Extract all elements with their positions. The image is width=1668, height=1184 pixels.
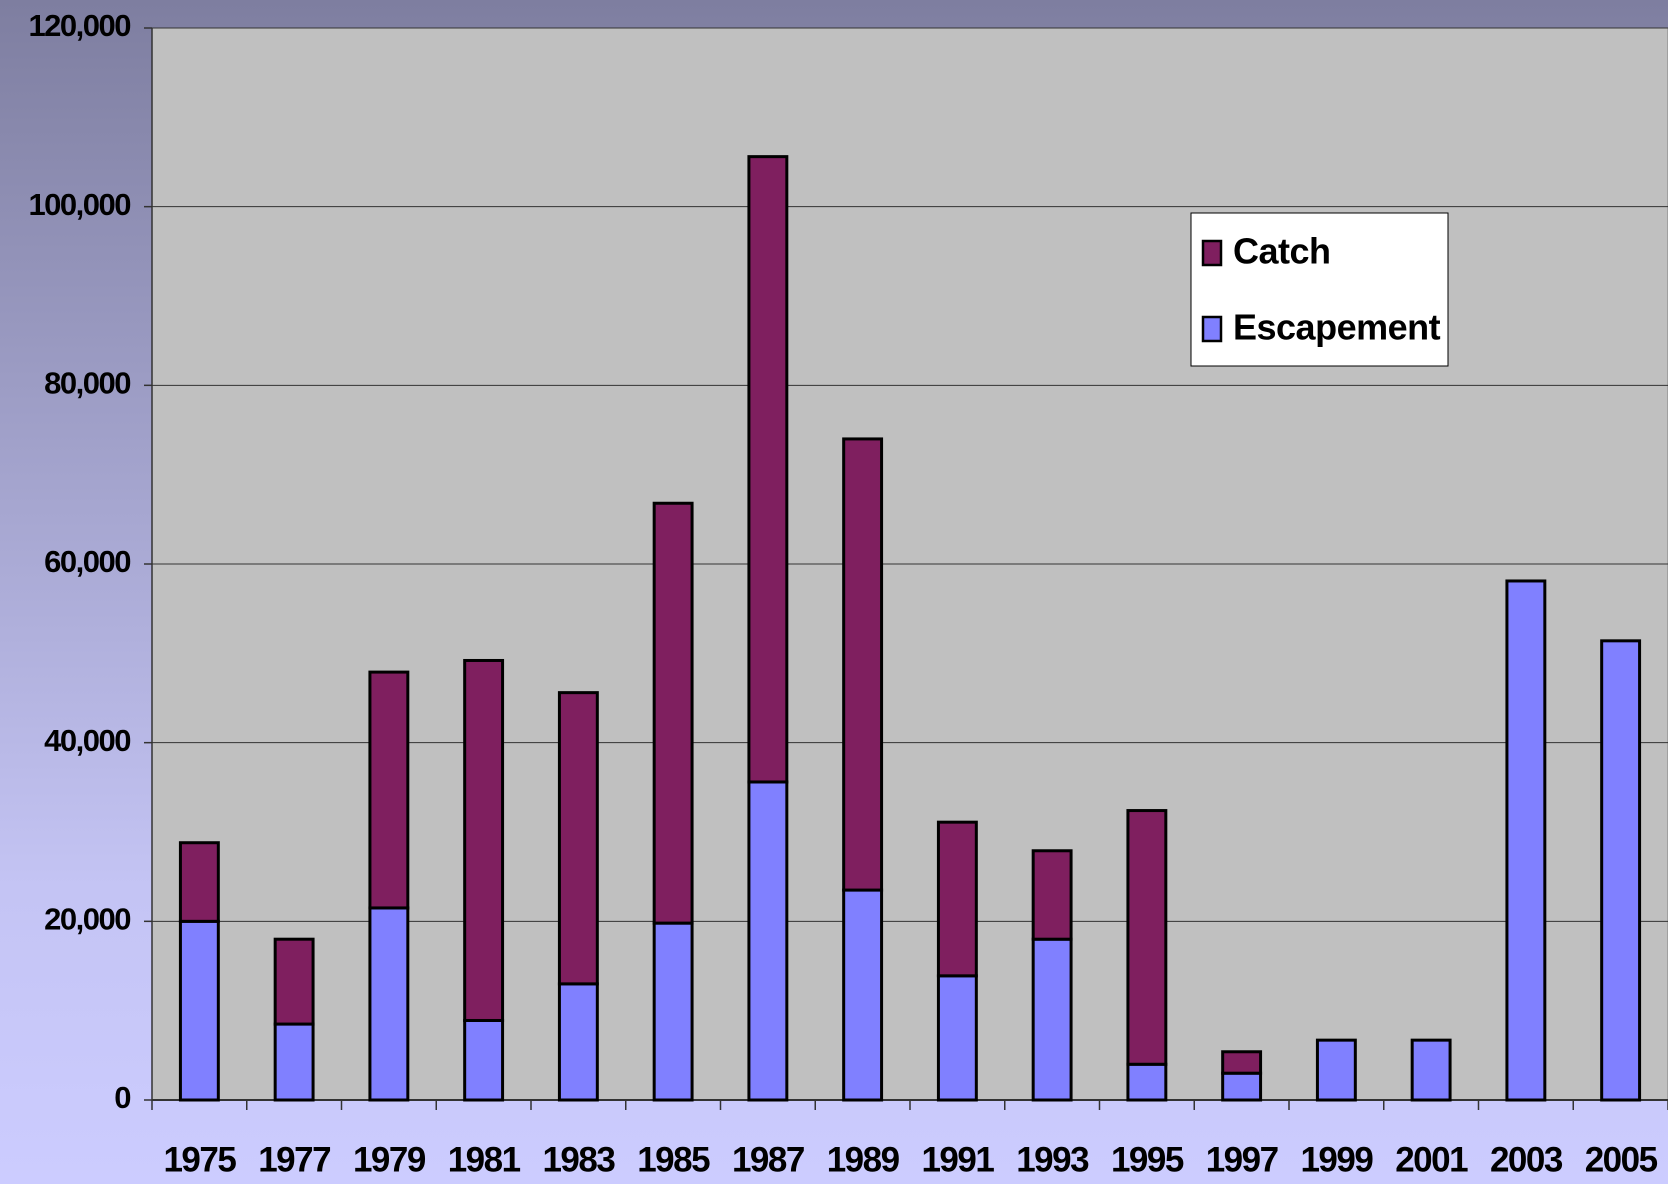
x-tick-label: 1993 (1016, 1140, 1089, 1179)
bar-segment (368, 670, 410, 910)
legend-label: Catch (1233, 231, 1331, 272)
bar-segment (1410, 1038, 1452, 1102)
x-tick-label: 2001 (1395, 1140, 1468, 1179)
bar-segment (1221, 1071, 1263, 1102)
bar-segment (273, 937, 315, 1026)
legend-swatch (1201, 239, 1223, 267)
bar-segment (1600, 639, 1642, 1102)
x-tick-label: 2003 (1490, 1140, 1563, 1179)
legend-box (1190, 212, 1449, 367)
y-tick-label: 120,000 (28, 8, 130, 43)
x-tick-label: 1999 (1300, 1140, 1373, 1179)
bar-segment (1031, 849, 1073, 941)
bar-segment (557, 982, 599, 1102)
bar-segment (652, 921, 694, 1102)
y-tick-label: 60,000 (44, 544, 130, 579)
x-tick-label: 1989 (827, 1140, 900, 1179)
bar-segment (747, 780, 789, 1102)
x-tick-label: 1991 (921, 1140, 994, 1179)
bar-segment (178, 919, 220, 1102)
bar-segment (842, 888, 884, 1102)
bar-segment (936, 974, 978, 1102)
x-tick-label: 1987 (732, 1140, 804, 1179)
bar-segment (178, 841, 220, 923)
legend-swatch (1201, 315, 1223, 343)
bar-segment (936, 820, 978, 978)
bar-segment (1031, 937, 1073, 1102)
y-tick-label: 80,000 (44, 366, 130, 401)
bar-segment (463, 658, 505, 1022)
x-tick-label: 1997 (1206, 1140, 1278, 1179)
bar-segment (842, 437, 884, 892)
y-tick-label: 0 (114, 1080, 130, 1115)
y-tick-label: 20,000 (44, 902, 130, 937)
y-tick-label: 100,000 (28, 187, 130, 222)
bar-segment (557, 691, 599, 986)
legend-label: Escapement (1233, 307, 1441, 348)
y-tick-label: 40,000 (44, 723, 130, 758)
bar-segment (1126, 809, 1168, 1066)
x-tick-label: 1995 (1111, 1140, 1184, 1179)
x-tick-label: 1983 (542, 1140, 615, 1179)
bar-segment (1221, 1050, 1263, 1075)
bar-segment (747, 155, 789, 784)
bar-segment (463, 1018, 505, 1102)
bar-segment (1315, 1038, 1357, 1102)
x-tick-label: 1977 (258, 1140, 330, 1179)
bar-segment (1126, 1062, 1168, 1102)
bar-segment (652, 501, 694, 925)
x-tick-label: 2005 (1585, 1140, 1658, 1179)
bar-segment (273, 1022, 315, 1102)
x-tick-label: 1979 (353, 1140, 426, 1179)
bar-segment (1505, 579, 1547, 1102)
x-tick-label: 1975 (163, 1140, 236, 1179)
x-tick-label: 1981 (448, 1140, 521, 1179)
x-tick-label: 1985 (637, 1140, 710, 1179)
bar-segment (368, 906, 410, 1102)
